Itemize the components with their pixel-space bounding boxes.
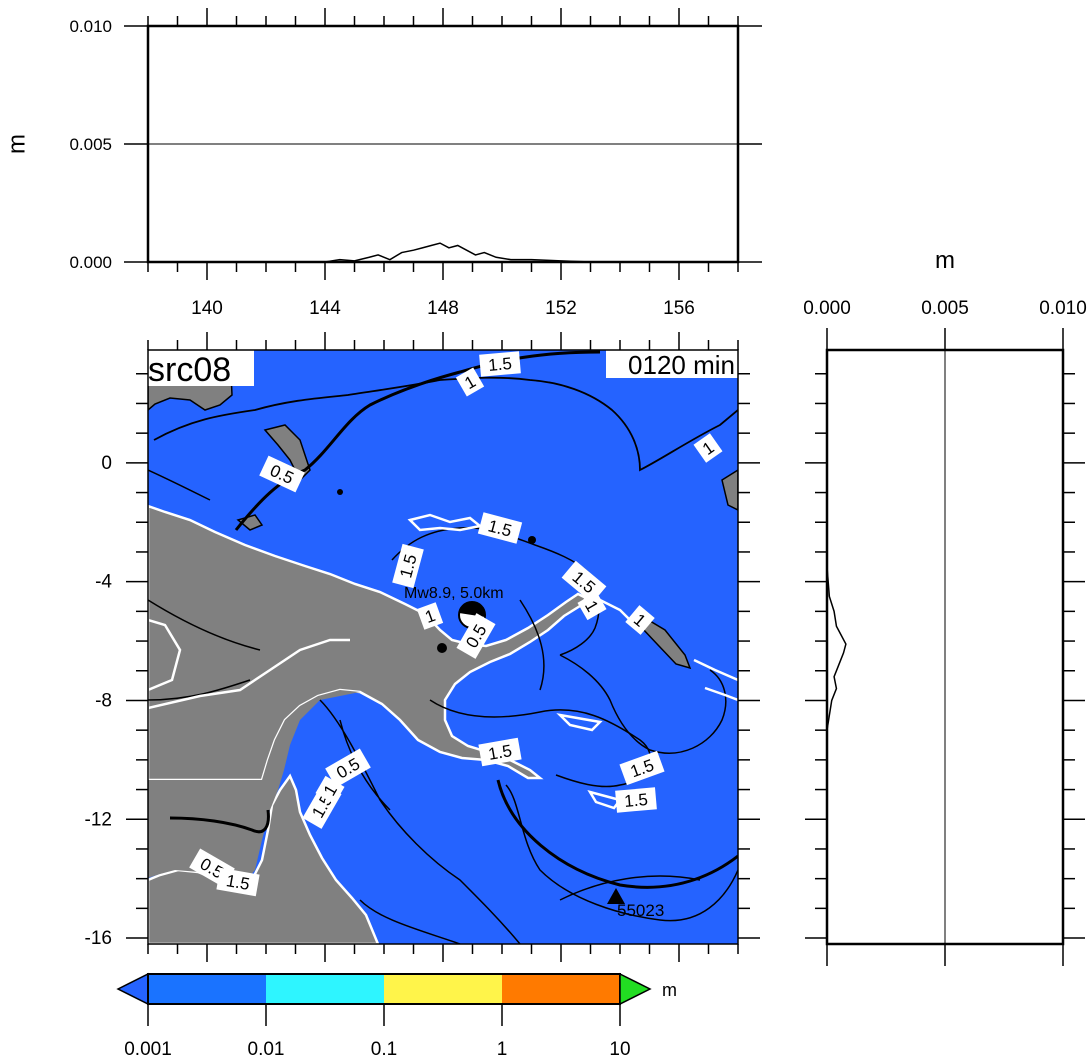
contour-label: 1 — [577, 591, 607, 621]
gulf-landmass-fill — [148, 690, 360, 888]
contour-label-box — [392, 543, 424, 589]
contour-line — [148, 469, 261, 701]
x-tick-label: 0.005 — [921, 298, 969, 319]
contour-label-box — [259, 455, 305, 493]
contour-label: 1.5 — [478, 737, 522, 767]
contour-label-box — [456, 613, 496, 659]
x-tick-label: 0.000 — [803, 298, 851, 319]
contour-label-box — [315, 775, 345, 805]
colorbar-segment-3 — [384, 974, 502, 1004]
contour-label: 1 — [416, 602, 444, 630]
contour-label: 1.5 — [216, 867, 260, 897]
x-tick-label: 140 — [191, 298, 223, 319]
x-tick-label: 156 — [663, 298, 695, 319]
source-title-box — [146, 350, 254, 386]
contour-label-box — [577, 591, 607, 621]
contour-label-text: 1.5 — [225, 871, 252, 894]
contour-label-box — [693, 433, 723, 463]
colorbar-segment-2 — [266, 974, 384, 1004]
x-tick-label: 144 — [309, 298, 341, 319]
small-islands — [236, 424, 692, 670]
colorbar-tick-label: 10 — [609, 1039, 630, 1060]
map-y-ticks: 0 -4 -8 -12 -16 — [85, 373, 760, 949]
northeast-island — [721, 469, 738, 511]
contour-label-box — [478, 737, 522, 767]
y-tick-label: 0.005 — [69, 135, 112, 154]
map-panel: 55023 Mw8.9, 5.0km 11.510.51.51.51.511 10… — [85, 332, 760, 962]
colorbar-tick-label: 0.1 — [371, 1039, 397, 1060]
city-dot — [337, 489, 343, 495]
y-tick-label: 0 — [101, 453, 112, 474]
focal-mechanism-shade — [459, 601, 486, 617]
right-profile-line — [826, 566, 847, 731]
station-triangle-icon — [607, 888, 625, 904]
top-profile-panel: 0.000 0.005 0.010 140 144 148 152 156 m — [3, 8, 762, 319]
contour-label-box — [325, 748, 371, 788]
y-tick-label: -8 — [95, 690, 112, 711]
y-tick-label: -16 — [85, 928, 112, 949]
colorbar-unit: m — [662, 980, 677, 1000]
y-tick-label: 0.010 — [69, 17, 112, 36]
contour-label: 1 — [315, 775, 345, 805]
x-tick-label: 152 — [545, 298, 577, 319]
right-profile-panel: 0.000 0.005 0.010 m — [803, 247, 1087, 966]
colorbar-low-arrow — [116, 972, 149, 1006]
new-guinea-landmass — [148, 504, 588, 782]
contour-label: 0.5 — [259, 455, 305, 493]
right-x-axis-label: m — [935, 247, 955, 274]
colorbar-segment-4 — [502, 974, 620, 1004]
contour-line — [169, 779, 738, 889]
contour-label: 1.5 — [615, 787, 657, 813]
y-tick-label: -4 — [95, 572, 112, 593]
y-tick-label: -12 — [85, 809, 112, 830]
colorbar-segment-1 — [148, 974, 266, 1004]
colorbar-ticks: 0.001 0.01 0.1 1 10 — [124, 1004, 631, 1060]
contour-label-box — [216, 867, 260, 897]
contour-label-box — [619, 750, 665, 786]
contour-label-box — [477, 512, 523, 544]
station-label: 55023 — [617, 901, 664, 920]
epicenter-dot — [437, 643, 447, 653]
colorbar-high-arrow — [619, 972, 652, 1006]
colorbar-tick-label: 1 — [497, 1039, 508, 1060]
contour-label: 1 — [455, 367, 485, 397]
contour-label-text: 1.5 — [487, 741, 514, 764]
contour-label-box — [625, 605, 655, 635]
time-label-box — [606, 350, 740, 378]
contour-label-text: 1.5 — [487, 354, 512, 375]
contour-label: 1.5 — [477, 512, 523, 544]
map-x-ticks — [147, 332, 739, 962]
contour-label-text: 1.5 — [623, 790, 648, 811]
colorbar-tick-label: 0.001 — [124, 1039, 172, 1060]
epicenter-label: Mw8.9, 5.0km — [404, 585, 504, 602]
top-y-axis-label: m — [3, 134, 30, 154]
right-y-ticks — [805, 373, 1085, 939]
y-tick-label: 0.000 — [69, 253, 112, 272]
top-x-ticks: 140 144 148 152 156 — [147, 8, 739, 319]
contour-label: 1.5 — [392, 543, 424, 589]
contour-line — [153, 376, 738, 472]
city-dot — [528, 536, 536, 544]
contour-label-box — [455, 367, 485, 397]
contour-label-box — [615, 787, 657, 813]
right-x-ticks: 0.000 0.005 0.010 — [803, 298, 1087, 966]
source-title: src08 — [148, 351, 231, 389]
contour-label: 1 — [693, 433, 723, 463]
x-tick-label: 148 — [427, 298, 459, 319]
contour-label: 1 — [625, 605, 655, 635]
colorbar: m 0.001 0.01 0.1 1 10 — [116, 972, 677, 1060]
top-y-ticks: 0.000 0.005 0.010 — [69, 17, 762, 272]
contour-label-box — [416, 602, 444, 630]
time-label: 0120 min — [628, 350, 735, 380]
contour-label: 1.5 — [479, 351, 521, 377]
contour-labels: 11.510.51.51.51.511 10.51.51.51.50.51.510… — [189, 351, 723, 897]
colorbar-tick-label: 0.01 — [248, 1039, 285, 1060]
contour-label-box — [479, 351, 521, 377]
top-profile-line — [324, 242, 591, 263]
x-tick-label: 0.010 — [1039, 298, 1087, 319]
